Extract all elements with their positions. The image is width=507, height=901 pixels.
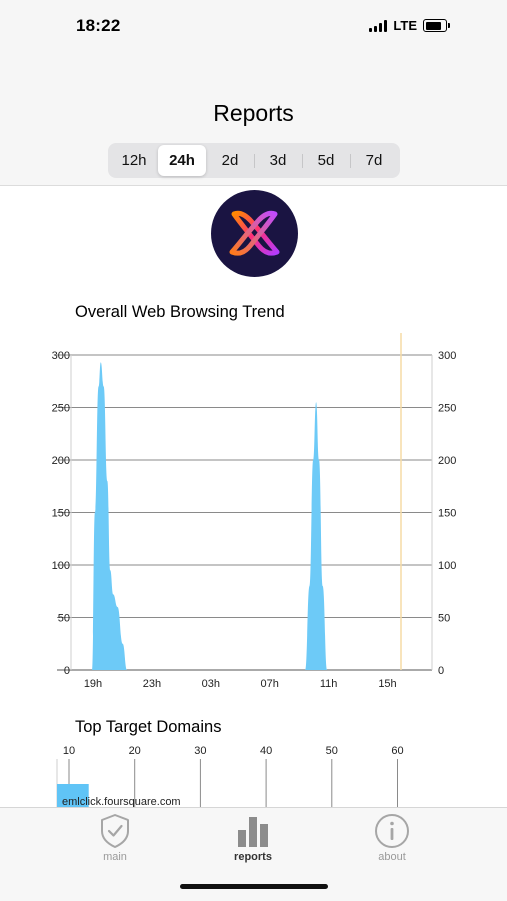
y-tick-right-50: 50 [438,613,450,625]
y-tick-left-50: 50 [58,613,70,625]
x-tick-03h: 03h [202,678,220,690]
x-tick-15h: 15h [378,678,396,690]
y-tick-left-100: 100 [52,560,70,572]
y-tick-left-200: 200 [52,455,70,467]
tab-main-label: main [103,851,127,863]
range-option-24h[interactable]: 24h [158,145,206,176]
range-option-5d[interactable]: 5d [302,145,350,176]
x-tick-07h: 07h [261,678,279,690]
browsing-trend-area [92,362,328,670]
domains-chart-title: Top Target Domains [75,718,222,736]
x-tick-40: 40 [260,745,272,757]
range-option-3d[interactable]: 3d [254,145,302,176]
y-tick-right-100: 100 [438,560,456,572]
tab-main[interactable]: main [65,812,165,863]
x-tick-30: 30 [194,745,206,757]
bar-chart-icon [238,817,268,847]
top-domains-chart: 10 20 30 40 50 60 emlclick.foursquare.com [56,745,404,807]
x-tick-11h: 11h [320,678,338,690]
app-logo [211,190,298,277]
y-tick-right-250: 250 [438,403,456,415]
app-logo-icon [229,210,280,256]
domain-bar [57,784,89,807]
status-indicators: LTE [369,18,450,33]
x-tick-19h: 19h [84,678,102,690]
y-tick-right-300: 300 [438,350,456,362]
network-type: LTE [393,18,417,33]
time-range-selector: 12h 24h 2d 3d 5d 7d [108,143,400,178]
trend-chart-title: Overall Web Browsing Trend [75,303,285,321]
status-time: 18:22 [76,16,121,35]
y-tick-right-150: 150 [438,508,456,520]
tab-reports-label: reports [234,851,272,863]
navigation-header: Reports 12h 24h 2d 3d 5d 7d [0,52,507,186]
battery-icon [423,19,450,32]
tab-about[interactable]: about [342,812,442,863]
x-tick-60: 60 [391,745,403,757]
y-tick-left-0: 0 [64,665,70,677]
web-browsing-trend-chart: 0 0 50 50 100 100 150 150 200 200 250 250 300 300 19h 2… [52,333,456,690]
tab-about-label: about [378,851,406,863]
range-option-2d[interactable]: 2d [221,152,239,169]
y-tick-left-250: 250 [52,403,70,415]
page-title: Reports [213,100,294,126]
y-tick-right-0: 0 [438,665,444,677]
x-tick-23h: 23h [143,678,161,690]
x-tick-20: 20 [129,745,141,757]
range-option-7d[interactable]: 7d [350,145,398,176]
shield-check-icon [101,814,129,848]
info-circle-icon [375,814,409,848]
range-option-12h[interactable]: 12h [121,152,147,169]
domain-label: emlclick.foursquare.com [62,796,181,807]
cellular-signal-icon [369,19,388,32]
x-tick-10: 10 [63,745,75,757]
tab-reports[interactable]: reports [203,812,303,863]
status-bar: 18:22 LTE [0,0,507,52]
y-tick-left-150: 150 [52,508,70,520]
home-indicator [180,884,328,889]
y-tick-left-300: 300 [52,350,70,362]
x-tick-50: 50 [326,745,338,757]
y-tick-right-200: 200 [438,455,456,467]
